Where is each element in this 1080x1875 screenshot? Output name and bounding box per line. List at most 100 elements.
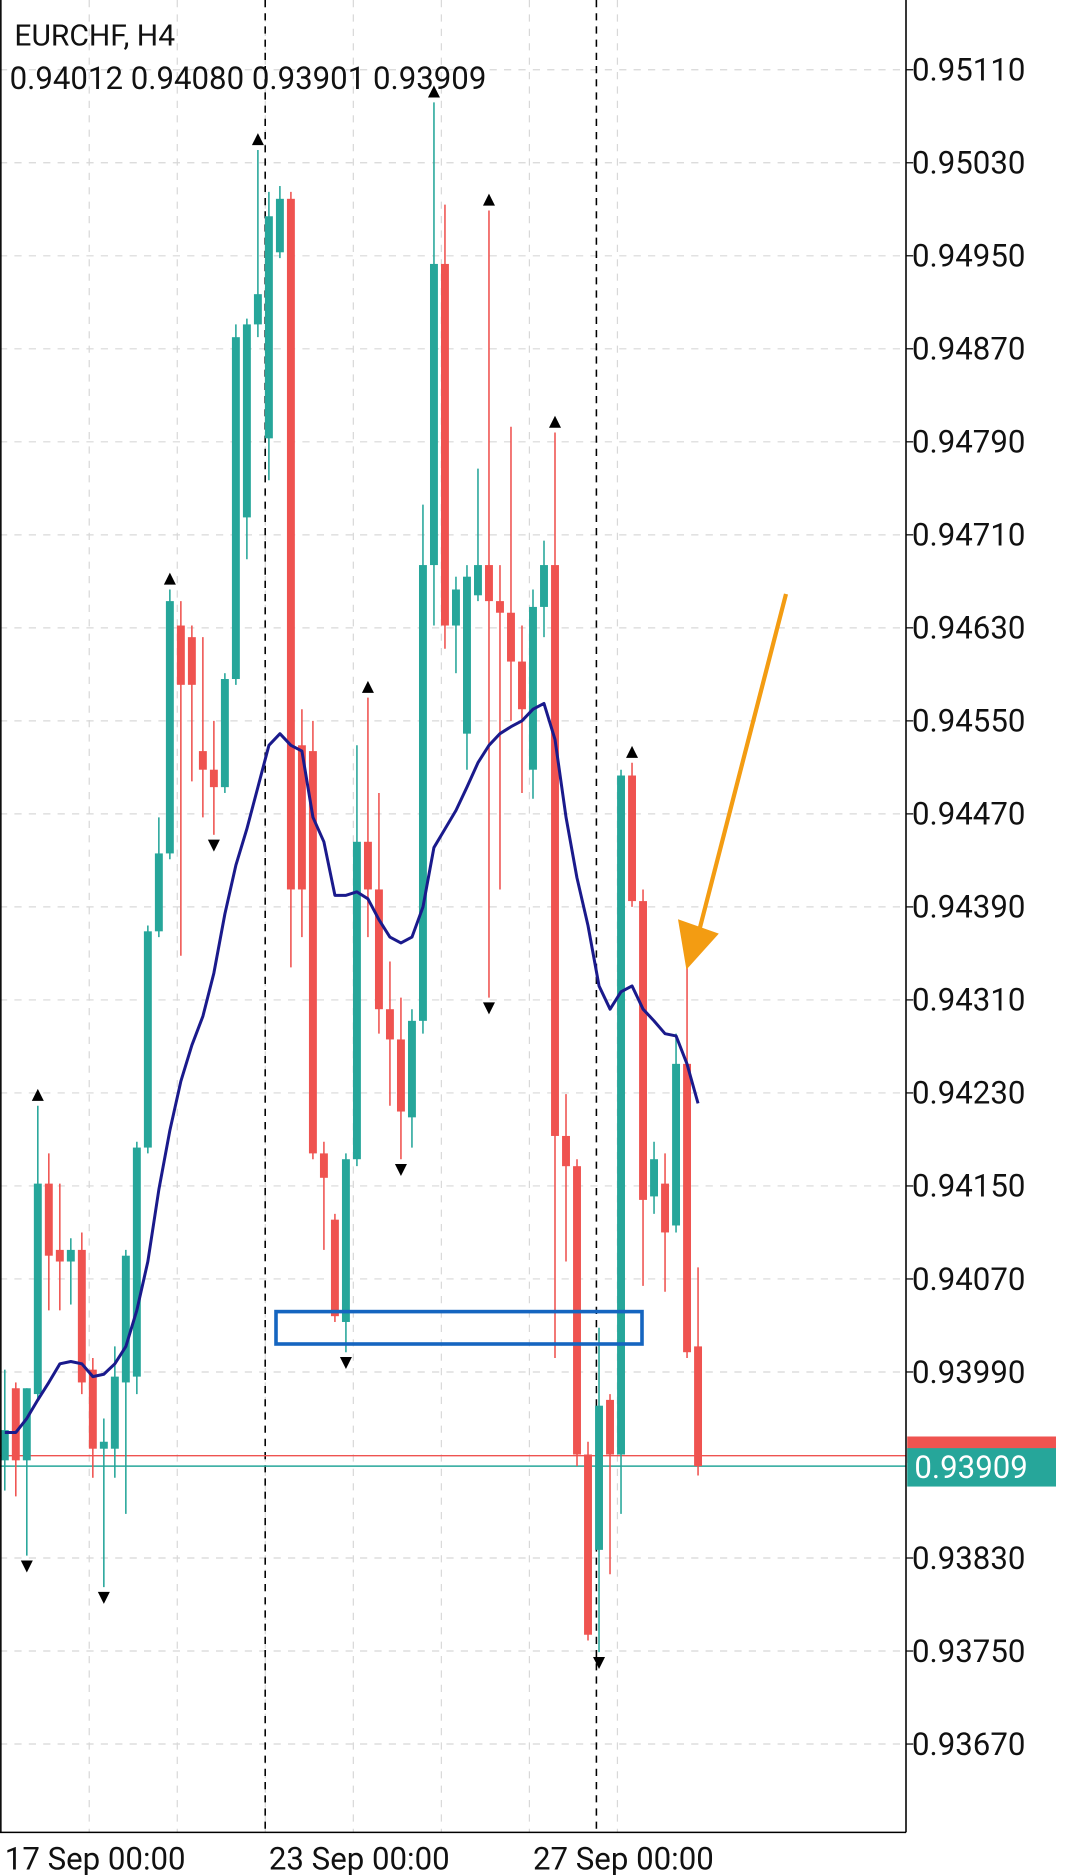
drawn-arrow (696, 593, 789, 935)
moving-average (4, 701, 700, 1434)
grid (0, 0, 906, 1833)
candle-body (374, 889, 383, 1010)
y-tick-label: 0.93990 (912, 1354, 1025, 1391)
y-tick-label: 0.94950 (912, 238, 1025, 275)
candle-body (77, 1249, 86, 1383)
candle-body (308, 751, 317, 1154)
y-tick-label: 0.95110 (912, 52, 1025, 89)
fractal-down (339, 1357, 352, 1370)
candle-body (187, 637, 196, 685)
fractal-down (97, 1591, 110, 1604)
fractal-up (482, 193, 495, 206)
fractal-up (361, 680, 374, 693)
fractal-down (20, 1560, 33, 1573)
candle-body (264, 216, 273, 439)
candle-body (55, 1249, 64, 1262)
plot (0, 85, 906, 1669)
y-tick-label: 0.93750 (912, 1633, 1025, 1670)
candle-body (121, 1255, 130, 1383)
candle-body (88, 1369, 97, 1449)
candle-body (595, 1405, 603, 1550)
candle-body (209, 769, 218, 788)
y-tick-label: 0.94070 (912, 1261, 1025, 1298)
candle-body (606, 1399, 614, 1455)
candle-body (165, 601, 174, 854)
candle-body (22, 1388, 31, 1461)
candle-body (529, 606, 537, 770)
candle-body (220, 679, 229, 788)
y-tick-label: 0.94550 (912, 703, 1025, 740)
candle-body (463, 576, 471, 734)
y-tick-label: 0.94870 (912, 331, 1025, 368)
fractal-up (31, 1088, 44, 1101)
drawn-rectangle (274, 1309, 644, 1346)
fractal-down (482, 1002, 495, 1015)
fractal-up (251, 133, 264, 146)
candle-body (650, 1159, 658, 1197)
fractal-up (163, 572, 176, 585)
x-tick-label: 23 Sep 00:00 (269, 1841, 450, 1875)
candle-body (385, 1009, 394, 1040)
candle-body (617, 775, 625, 1455)
y-tick-label: 0.94390 (912, 889, 1025, 926)
candle-body (11, 1388, 20, 1461)
candle-body (562, 1135, 570, 1167)
candle-body (507, 612, 515, 662)
y-tick-label: 0.94230 (912, 1075, 1025, 1112)
candle-body (551, 565, 559, 1136)
y-tick-label: 0.94630 (912, 610, 1025, 647)
y-tick-label: 0.94310 (912, 982, 1025, 1019)
candle-body (0, 1430, 9, 1461)
candle-body (474, 565, 482, 596)
candle-body (143, 931, 152, 1148)
candle-body (407, 1020, 416, 1118)
fractal-down (394, 1164, 407, 1177)
y-tick-label: 0.95030 (912, 145, 1025, 182)
fractal-up (549, 415, 561, 428)
y-tick-label: 0.94150 (912, 1168, 1025, 1205)
candle-body (672, 1063, 681, 1226)
candle-body (286, 198, 295, 890)
candle-body (683, 1063, 692, 1353)
candle-body (628, 775, 636, 902)
x-tick-label: 17 Sep 00:00 (5, 1841, 186, 1875)
candle-body (452, 589, 460, 626)
fractal-up (427, 85, 440, 98)
candle-body (661, 1183, 669, 1233)
price-tag-label: 0.93909 (914, 1449, 1027, 1486)
y-tick-label: 0.94470 (912, 796, 1025, 833)
candle-body (275, 198, 284, 253)
candle-body (66, 1249, 75, 1262)
candle-body (132, 1147, 141, 1377)
candle-body (429, 263, 438, 566)
y-tick-label: 0.94710 (912, 517, 1025, 554)
price-tag (907, 1448, 1056, 1487)
candle-body (44, 1183, 53, 1256)
candle-body (540, 565, 548, 607)
candle-body (99, 1441, 108, 1449)
candle-body (330, 1219, 339, 1317)
fractal-down (593, 1656, 606, 1669)
y-tick-label: 0.94790 (912, 424, 1025, 461)
y-tick-label: 0.93670 (912, 1726, 1025, 1763)
candle-body (341, 1159, 350, 1322)
candle-body (485, 565, 493, 602)
drawn-arrow-head (678, 919, 719, 970)
fractal-down (207, 839, 220, 852)
x-tick-label: 27 Sep 00:00 (533, 1841, 714, 1875)
candle-body (418, 565, 427, 1021)
axis: 0.95110 0.95030 0.94950 0.94870 0.94790 0.947… (5, 52, 1056, 1875)
candle-body (154, 853, 163, 932)
candle-body (396, 1039, 405, 1112)
candle-body (518, 661, 526, 710)
fractal-up (626, 745, 639, 758)
candle-body (231, 337, 240, 680)
candle-body (352, 841, 361, 1160)
candle-body (319, 1153, 328, 1178)
candle-body (584, 1454, 592, 1635)
ohlc-readout: 0.94012 0.94080 0.93901 0.93909 (10, 60, 487, 97)
candle-body (363, 841, 372, 890)
candle-body (639, 901, 647, 1200)
candle-body (253, 294, 262, 325)
